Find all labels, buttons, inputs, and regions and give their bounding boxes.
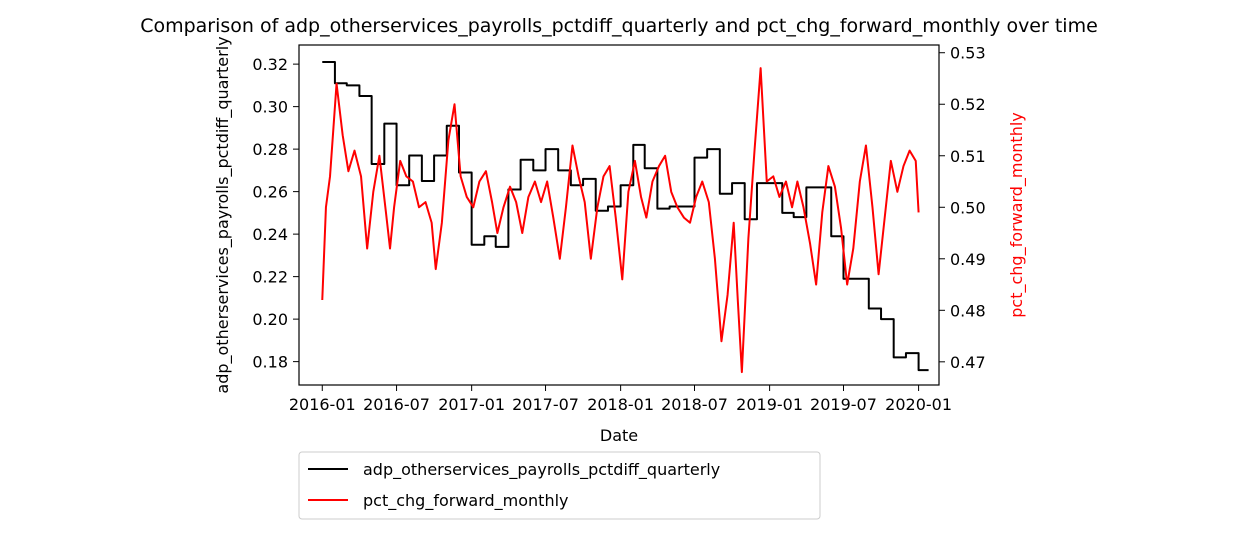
y-right-tick-label: 0.53 bbox=[950, 44, 986, 63]
y-axis-left: 0.18 0.20 0.22 0.24 0.26 0.28 0.30 0.32 bbox=[252, 55, 299, 372]
x-tick-label: 2016-01 bbox=[289, 395, 356, 414]
legend-label-monthly: pct_chg_forward_monthly bbox=[363, 491, 569, 511]
y-axis-left-label: adp_otherservices_payrolls_pctdiff_quart… bbox=[213, 36, 233, 393]
y-left-tick-label: 0.22 bbox=[252, 268, 288, 287]
plot-area bbox=[321, 61, 929, 374]
x-tick-label: 2020-01 bbox=[885, 395, 952, 414]
y-right-tick-label: 0.50 bbox=[950, 198, 986, 217]
x-tick-label: 2018-01 bbox=[587, 395, 654, 414]
series-line-0 bbox=[322, 61, 929, 372]
y-left-tick-label: 0.32 bbox=[252, 55, 288, 74]
y-right-tick-label: 0.49 bbox=[950, 250, 986, 269]
series-line-1 bbox=[321, 67, 920, 374]
x-axis-label: Date bbox=[600, 426, 638, 445]
y-left-tick-label: 0.30 bbox=[252, 98, 288, 117]
x-tick-label: 2019-01 bbox=[736, 395, 803, 414]
y-left-tick-label: 0.18 bbox=[252, 353, 288, 372]
x-tick-label: 2016-07 bbox=[363, 395, 430, 414]
y-left-tick-label: 0.26 bbox=[252, 183, 288, 202]
y-right-tick-label: 0.51 bbox=[950, 147, 986, 166]
x-tick-label: 2017-07 bbox=[512, 395, 579, 414]
y-right-tick-label: 0.48 bbox=[950, 301, 986, 320]
x-tick-label: 2018-07 bbox=[661, 395, 728, 414]
y-right-tick-label: 0.47 bbox=[950, 353, 986, 372]
legend-box bbox=[298, 451, 821, 520]
legend-label-quarterly: adp_otherservices_payrolls_pctdiff_quart… bbox=[363, 460, 720, 480]
legend: adp_otherservices_payrolls_pctdiff_quart… bbox=[298, 451, 821, 520]
chart-title: Comparison of adp_otherservices_payrolls… bbox=[140, 15, 1098, 37]
y-right-tick-label: 0.52 bbox=[950, 95, 986, 114]
y-left-tick-label: 0.20 bbox=[252, 310, 288, 329]
y-axis-right-label: pct_chg_forward_monthly bbox=[1007, 112, 1027, 318]
x-tick-label: 2019-07 bbox=[810, 395, 877, 414]
y-axis-right: 0.47 0.48 0.49 0.50 0.51 0.52 0.53 bbox=[939, 44, 986, 372]
x-axis: 2016-01 2016-07 2017-01 2017-07 2018-01 2018-… bbox=[289, 385, 952, 414]
plot-frame bbox=[298, 44, 940, 386]
x-tick-label: 2017-01 bbox=[438, 395, 505, 414]
y-left-tick-label: 0.24 bbox=[252, 225, 288, 244]
y-left-tick-label: 0.28 bbox=[252, 140, 288, 159]
